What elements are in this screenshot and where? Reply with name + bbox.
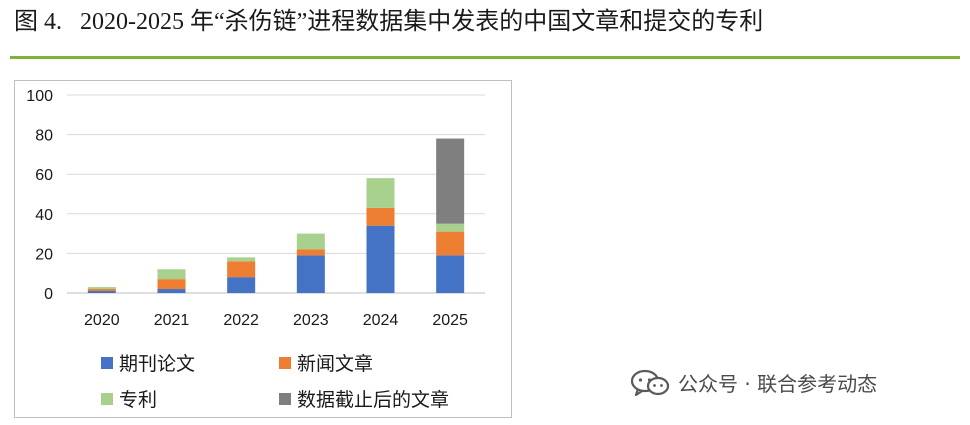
y-tick-label: 40 bbox=[35, 207, 53, 224]
watermark-text: 公众号 · 联合参考动态 bbox=[678, 372, 878, 396]
bar-segment bbox=[157, 289, 186, 293]
bar-segment bbox=[87, 289, 116, 292]
y-tick-label: 0 bbox=[44, 286, 53, 303]
x-tick-label: 2025 bbox=[432, 312, 468, 329]
bar-segment bbox=[87, 287, 116, 290]
legend-label-after-cutoff: 数据截止后的文章 bbox=[297, 389, 450, 411]
x-tick-label: 2022 bbox=[223, 312, 259, 329]
bar-segment bbox=[436, 255, 465, 293]
bar-segment bbox=[227, 277, 256, 293]
figure-caption: 2020-2025 年“杀伤链”进程数据集中发表的中国文章和提交的专利 bbox=[80, 9, 764, 35]
bar-segment bbox=[436, 231, 465, 256]
legend-swatch-patent bbox=[101, 392, 113, 405]
x-tick-label: 2020 bbox=[84, 312, 120, 329]
bar-segment bbox=[296, 255, 325, 293]
bar-segment bbox=[227, 261, 256, 278]
title-divider bbox=[10, 56, 960, 59]
figure-number: 图 4. bbox=[14, 9, 62, 35]
legend-swatch-journal bbox=[101, 356, 113, 369]
stacked-bar-chart: 0 20 40 60 80 100 2020 2021 2022 2023 2024 2025 bbox=[26, 88, 485, 329]
legend-label-patent: 专利 bbox=[119, 389, 158, 411]
legend-swatch-after-cutoff bbox=[279, 392, 291, 405]
y-tick-label: 80 bbox=[35, 128, 53, 145]
x-tick-label: 2021 bbox=[154, 312, 190, 329]
bar-segment bbox=[366, 225, 395, 293]
figure-title: 图 4. 2020-2025 年“杀伤链”进程数据集中发表的中国文章和提交的专利 bbox=[14, 4, 763, 40]
legend-item-patent: 专利 bbox=[101, 385, 157, 412]
x-tick-label: 2023 bbox=[293, 312, 329, 329]
bar-segment bbox=[436, 223, 465, 232]
bar-segment bbox=[296, 233, 325, 250]
chart-legend: 期刊论文 新闻文章 专利 数据截止后的文章 bbox=[101, 343, 501, 419]
bar-segment bbox=[157, 279, 186, 290]
bar-segment bbox=[227, 257, 256, 262]
y-tick-label: 20 bbox=[35, 246, 53, 263]
bar-segment bbox=[87, 291, 116, 293]
bar-segment bbox=[296, 249, 325, 256]
chart-panel: 0 20 40 60 80 100 2020 2021 2022 2023 2024 2025 期刊论… bbox=[14, 80, 512, 418]
legend-item-after-cutoff: 数据截止后的文章 bbox=[279, 385, 449, 412]
wechat-icon bbox=[630, 369, 670, 396]
bar-segment bbox=[157, 269, 186, 280]
legend-item-journal: 期刊论文 bbox=[101, 349, 195, 376]
y-tick-label: 60 bbox=[35, 167, 53, 184]
watermark: 公众号 · 联合参考动态 bbox=[630, 368, 877, 397]
x-tick-label: 2024 bbox=[363, 312, 399, 329]
legend-item-news: 新闻文章 bbox=[279, 349, 373, 376]
bar-segment bbox=[436, 138, 465, 224]
legend-swatch-news bbox=[279, 356, 291, 369]
legend-label-news: 新闻文章 bbox=[297, 353, 374, 375]
legend-label-journal: 期刊论文 bbox=[119, 353, 196, 375]
bar-segment bbox=[366, 178, 395, 208]
bar-segment bbox=[366, 207, 395, 226]
y-tick-label: 100 bbox=[26, 88, 53, 105]
